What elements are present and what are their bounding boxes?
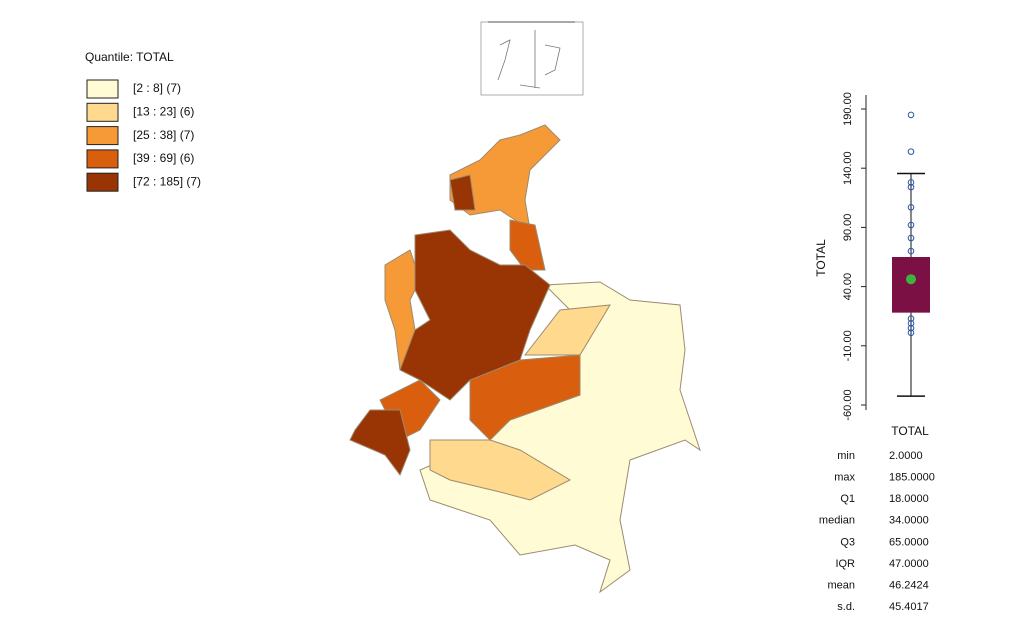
legend-swatch — [86, 172, 119, 192]
stat-name: median — [819, 515, 855, 527]
region — [523, 304, 611, 356]
stat-name: min — [837, 450, 855, 462]
region — [449, 124, 561, 232]
stat-value: 185.0000 — [889, 472, 935, 484]
data-point — [907, 329, 915, 337]
region — [399, 229, 551, 401]
stats-table: min 2.0000 max 185.0000 Q1 18.0000 median 34.00… — [819, 450, 935, 613]
legend-label: [2 : 8] (7) — [133, 81, 181, 95]
stat-name: Q1 — [840, 493, 855, 505]
data-point — [907, 221, 915, 229]
y-tick-label: 140.00 — [842, 151, 854, 185]
stats-header: TOTAL — [891, 424, 929, 438]
data-point — [907, 320, 915, 327]
data-point — [907, 148, 915, 155]
region — [429, 439, 572, 501]
box — [892, 257, 930, 313]
legend-swatch — [86, 102, 119, 122]
box-plot: -60.00 -10.00 40.00 90.00 140.00 190.00 — [842, 92, 930, 421]
region — [449, 174, 476, 211]
data-point — [907, 324, 915, 332]
stat-value: 45.4017 — [889, 601, 929, 613]
data-point — [907, 183, 915, 191]
stat-name: IQR — [835, 558, 855, 570]
legend-label: [13 : 23] (6) — [133, 104, 194, 118]
stat-value: 34.0000 — [889, 515, 929, 527]
data-point — [907, 234, 915, 242]
legend-title: Quantile: TOTAL — [85, 50, 174, 64]
legend: [2 : 8] (7) [13 : 23] (6) [25 : 38] (7) [39… — [86, 79, 201, 192]
legend-label: [25 : 38] (7) — [133, 128, 194, 142]
data-point — [907, 179, 915, 186]
mean — [906, 274, 916, 285]
y-tick-label: -10.00 — [842, 330, 854, 361]
y-tick-label: 90.00 — [842, 214, 854, 242]
stat-value: 65.0000 — [889, 536, 929, 548]
data-point — [907, 111, 915, 119]
stat-name: max — [834, 472, 855, 484]
stat-value: 47.0000 — [889, 558, 929, 570]
stat-name: s.d. — [837, 601, 855, 613]
data-point — [907, 247, 915, 255]
stat-name: mean — [827, 580, 855, 592]
region — [469, 354, 581, 441]
legend-label: [39 : 69] (6) — [133, 151, 194, 165]
legend-swatch — [86, 79, 119, 99]
map — [349, 124, 701, 594]
region — [349, 409, 411, 477]
stat-value: 2.0000 — [889, 450, 923, 462]
axis-label: TOTAL — [814, 239, 828, 277]
stat-value: 18.0000 — [889, 493, 929, 505]
stat-value: 46.2424 — [889, 580, 929, 592]
stat-name: Q3 — [840, 536, 855, 548]
legend-label: [72 : 185] (7) — [133, 174, 201, 188]
data-point — [907, 315, 915, 322]
y-tick-label: 40.00 — [842, 273, 854, 301]
y-tick-label: 190.00 — [842, 92, 854, 126]
legend-swatch — [86, 126, 119, 146]
data-point — [907, 203, 915, 211]
thumbnail — [480, 21, 584, 96]
legend-swatch — [86, 149, 119, 169]
region — [509, 219, 546, 271]
y-tick-label: -60.00 — [842, 389, 854, 420]
